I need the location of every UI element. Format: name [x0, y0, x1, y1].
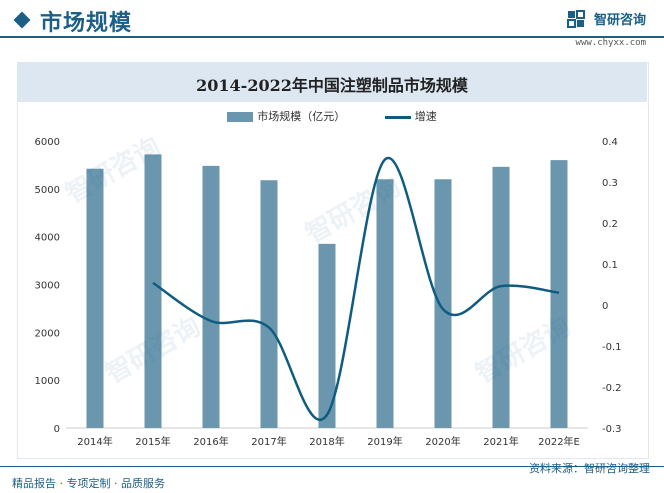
legend-bar-swatch	[227, 112, 254, 122]
bar	[492, 166, 510, 428]
legend-item-line: 增速	[384, 108, 437, 124]
y-left-tick-label: 2000	[35, 328, 60, 339]
x-tick-label: 2014年	[77, 435, 112, 448]
footer-source: 资料来源：智研咨询整理	[529, 462, 650, 475]
x-tick-label: 2020年	[425, 435, 460, 448]
legend: 市场规模（亿元） 增速	[0, 108, 664, 124]
x-tick-label: 2016年	[193, 435, 228, 448]
y-right-tick-label: -0.2	[602, 383, 622, 394]
y-left-tick-label: 5000	[35, 185, 60, 196]
bar	[144, 154, 162, 429]
y-right-tick-label: 0.3	[602, 178, 618, 189]
bar	[318, 243, 336, 428]
x-tick-label: 2017年	[251, 435, 286, 448]
x-tick-label: 2018年	[309, 435, 344, 448]
x-tick-label: 2021年	[483, 435, 518, 448]
chart-title-bar: 2014-2022年中国注塑制品市场规模	[17, 62, 647, 102]
footer-divider	[0, 466, 664, 467]
chart-title: 2014-2022年中国注塑制品市场规模	[196, 76, 468, 95]
bar	[434, 179, 452, 428]
legend-line-swatch	[384, 115, 411, 119]
legend-bar-label: 市场规模（亿元）	[257, 110, 346, 123]
bar	[86, 168, 104, 428]
y-right-tick-label: 0	[602, 301, 608, 312]
y-left-tick-label: 3000	[35, 281, 60, 292]
brand-url: www.chyxx.com	[575, 38, 646, 48]
y-right-tick-label: -0.3	[602, 424, 622, 435]
chart-svg: 0 1000 2000 3000 4000 5000 6000 -0.3 -0.2 -0.1 0 0.…	[35, 137, 622, 448]
x-tick-label: 2015年	[135, 435, 170, 448]
brand-logo-icon	[566, 9, 585, 28]
legend-item-bar: 市场规模（亿元）	[227, 108, 345, 124]
y-right-tick-label: 0.1	[602, 260, 618, 271]
brand: 智研咨询	[566, 8, 646, 28]
legend-line-label: 增速	[414, 110, 437, 123]
y-right-tick-label: 0.4	[602, 137, 618, 148]
y-right-tick-label: -0.1	[602, 342, 622, 353]
brand-name: 智研咨询	[593, 13, 646, 28]
y-left-tick-label: 0	[54, 424, 60, 435]
y-right-tick-label: 0.2	[602, 219, 618, 230]
footer: 精品报告 · 专项定制 · 品质服务 资料来源：智研咨询整理	[0, 462, 664, 493]
header-title: 市场规模	[40, 11, 133, 36]
header: 市场规模 智研咨询 www.chyxx.com	[0, 0, 664, 48]
bar	[376, 179, 394, 428]
growth-line	[152, 156, 560, 421]
x-tick-label: 2019年	[367, 435, 402, 448]
y-left-tick-label: 1000	[35, 376, 60, 387]
bar	[260, 180, 278, 428]
header-divider	[0, 36, 664, 38]
bar	[202, 165, 220, 428]
y-left-tick-label: 6000	[35, 137, 60, 148]
x-tick-label: 2022年E	[538, 435, 580, 448]
footer-tagline: 精品报告 · 专项定制 · 品质服务	[12, 477, 165, 490]
y-left-tick-label: 4000	[35, 233, 60, 244]
bar	[550, 160, 568, 428]
